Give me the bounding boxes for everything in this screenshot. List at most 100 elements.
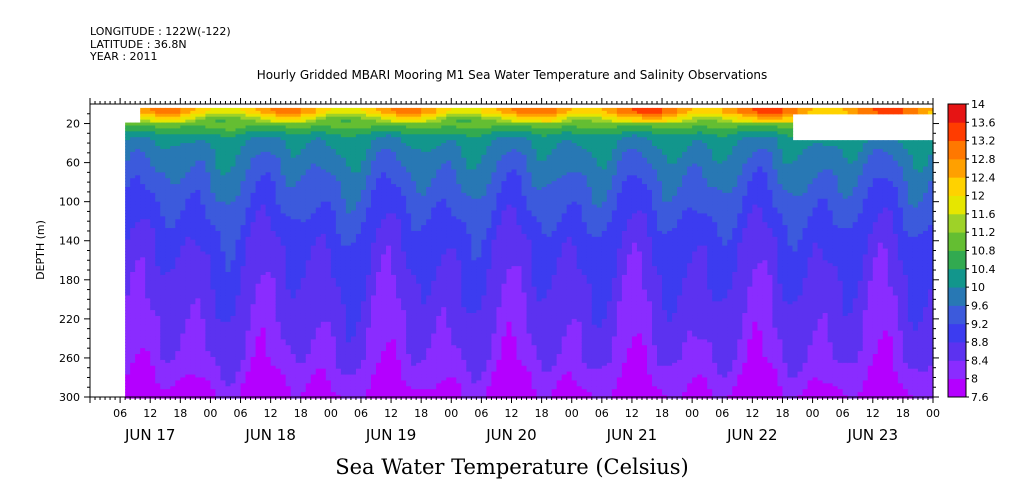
heatmap-cell: [230, 348, 237, 352]
heatmap-cell: [245, 110, 252, 115]
heatmap-cell: [225, 143, 232, 147]
heatmap-cell: [195, 110, 201, 115]
heatmap-cell: [195, 295, 201, 299]
heatmap-cell: [155, 169, 161, 173]
heatmap-cell: [230, 310, 237, 314]
heatmap-cell: [225, 266, 232, 270]
heatmap-cell: [240, 277, 247, 282]
heatmap-cell: [225, 359, 232, 364]
heatmap-cell: [130, 304, 136, 308]
heatmap-cell: [165, 304, 171, 308]
heatmap-cell: [205, 160, 212, 165]
heatmap-cell: [155, 362, 161, 367]
heatmap-cell: [125, 365, 131, 370]
heatmap-cell: [190, 154, 196, 159]
heatmap-cell: [175, 116, 181, 121]
heatmap-cell: [135, 207, 141, 212]
heatmap-cell: [135, 313, 141, 317]
heatmap-cell: [150, 163, 156, 168]
heatmap-cell: [145, 210, 151, 214]
heatmap-cell: [140, 116, 146, 121]
heatmap-cell: [240, 324, 247, 329]
heatmap-cell: [220, 313, 227, 317]
heatmap-cell: [145, 125, 151, 130]
heatmap-cell: [200, 148, 207, 153]
heatmap-cell: [125, 195, 131, 200]
heatmap-cell: [210, 324, 217, 329]
heatmap-cell: [205, 172, 212, 176]
heatmap-cell: [235, 148, 242, 153]
heatmap-cell: [150, 274, 156, 279]
heatmap-cell: [205, 298, 212, 302]
heatmap-cell: [170, 280, 176, 285]
heatmap-cell: [180, 392, 186, 396]
heatmap-cell: [195, 359, 201, 364]
heatmap-cell: [155, 160, 161, 165]
heatmap-cell: [175, 210, 181, 214]
heatmap-cell: [135, 324, 141, 329]
heatmap-cell: [160, 169, 166, 173]
heatmap-cell: [230, 245, 237, 250]
heatmap-cell: [140, 198, 146, 203]
heatmap-cell: [155, 175, 161, 179]
heatmap-cell: [195, 310, 201, 314]
heatmap-cell: [165, 389, 171, 393]
heatmap-cell: [130, 207, 136, 212]
heatmap-cell: [160, 274, 166, 279]
heatmap-cell: [245, 187, 252, 191]
heatmap-cell: [155, 107, 161, 112]
heatmap-cell: [140, 110, 146, 115]
heatmap-cell: [175, 233, 181, 238]
heatmap-cell: [160, 175, 166, 179]
heatmap-cell: [150, 154, 156, 159]
heatmap-cell: [145, 277, 151, 282]
heatmap-cell: [205, 254, 212, 258]
heatmap-cell: [220, 260, 227, 264]
heatmap-cell: [160, 248, 166, 253]
heatmap-cell: [145, 348, 151, 352]
heatmap-cell: [210, 178, 217, 182]
heatmap-cell: [180, 116, 186, 121]
heatmap-cell: [145, 260, 151, 264]
heatmap-cell: [235, 283, 242, 288]
heatmap-cell: [240, 365, 247, 370]
heatmap-cell: [210, 295, 217, 299]
heatmap-cell: [210, 359, 217, 364]
heatmap-cell: [145, 342, 151, 346]
heatmap-cell: [230, 239, 237, 244]
heatmap-cell: [225, 148, 232, 153]
heatmap-cell: [145, 151, 151, 156]
heatmap-cell: [135, 368, 141, 373]
heatmap-cell: [145, 131, 151, 135]
heatmap-cell: [155, 269, 161, 273]
heatmap-cell: [145, 248, 151, 253]
heatmap-cell: [175, 154, 181, 159]
heatmap-cell: [180, 283, 186, 288]
heatmap-cell: [145, 304, 151, 308]
heatmap-cell: [130, 225, 136, 229]
heatmap-cell: [150, 175, 156, 179]
heatmap-cell: [195, 151, 201, 156]
heatmap-cell: [230, 286, 237, 291]
heatmap-cell: [145, 263, 151, 267]
heatmap-cell: [180, 386, 186, 390]
heatmap-cell: [155, 219, 161, 223]
heatmap-cell: [155, 386, 161, 390]
heatmap-cell: [210, 345, 217, 349]
heatmap-cell: [140, 213, 146, 217]
heatmap-cell: [160, 219, 166, 223]
heatmap-cell: [180, 356, 186, 361]
heatmap-cell: [245, 116, 252, 121]
heatmap-cell: [220, 383, 227, 387]
heatmap-cell: [170, 254, 176, 258]
heatmap-cell: [195, 166, 201, 171]
heatmap-cell: [185, 321, 191, 326]
heatmap-cell: [155, 184, 161, 188]
heatmap-cell: [170, 245, 176, 250]
heatmap-cell: [180, 383, 186, 387]
heatmap-cell: [130, 318, 136, 323]
heatmap-cell: [195, 184, 201, 188]
heatmap-cell: [165, 315, 171, 320]
heatmap-cell: [220, 330, 227, 335]
heatmap-cell: [150, 289, 156, 294]
